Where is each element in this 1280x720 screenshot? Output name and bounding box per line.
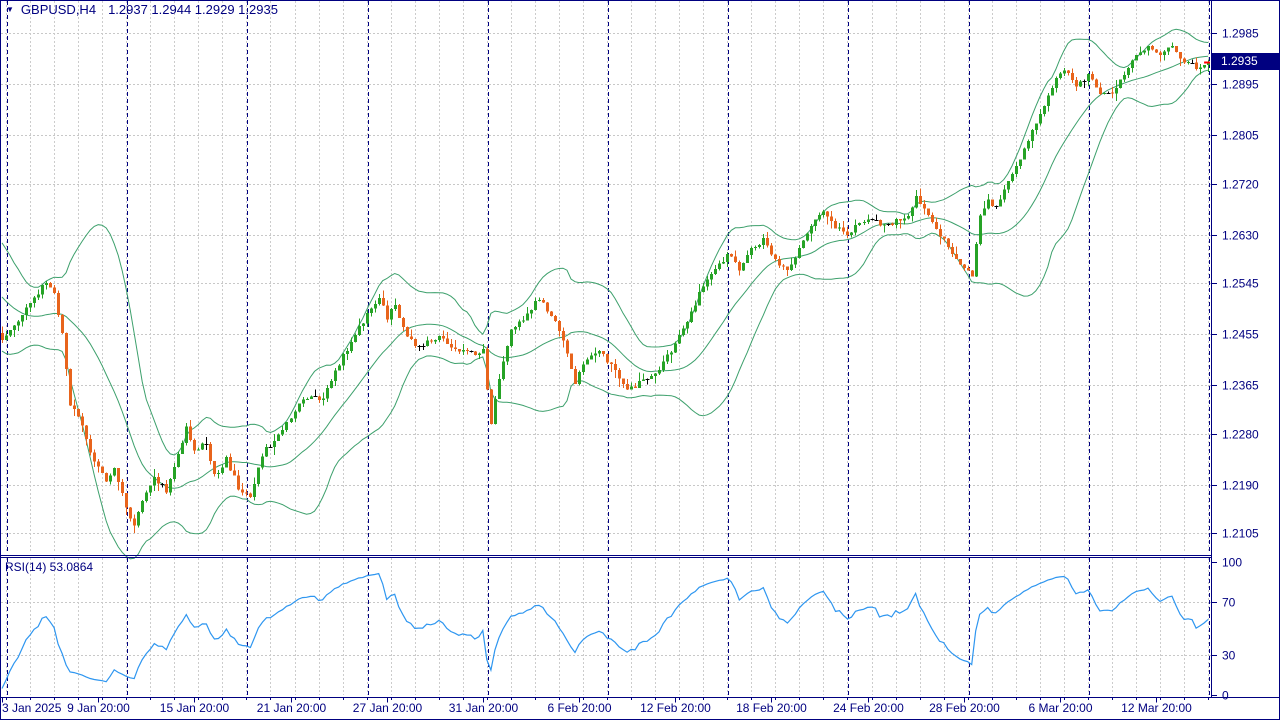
price-axis[interactable] — [1212, 0, 1280, 697]
svg-text:24 Feb 20:00: 24 Feb 20:00 — [833, 701, 904, 715]
svg-text:1.2720: 1.2720 — [1222, 178, 1259, 192]
rsi-pane[interactable] — [1, 558, 1211, 697]
svg-text:1.2455: 1.2455 — [1222, 328, 1259, 342]
chart-title: ▼ GBPUSD,H4 1.2937 1.2944 1.2929 1.2935 — [6, 3, 278, 17]
symbol-marker-icon: ▼ — [6, 5, 14, 14]
svg-text:1.2365: 1.2365 — [1222, 379, 1259, 393]
main-chart-pane[interactable] — [1, 17, 1211, 554]
time-axis[interactable] — [0, 698, 1280, 720]
svg-text:1.2985: 1.2985 — [1222, 27, 1259, 41]
svg-text:28 Feb 20:00: 28 Feb 20:00 — [929, 701, 1000, 715]
svg-text:27 Jan 20:00: 27 Jan 20:00 — [353, 701, 423, 715]
svg-text:12 Feb 20:00: 12 Feb 20:00 — [640, 701, 711, 715]
svg-text:1.2630: 1.2630 — [1222, 229, 1259, 243]
symbol-period-label: GBPUSD,H4 — [20, 2, 97, 17]
svg-text:100: 100 — [1222, 556, 1242, 570]
svg-text:15 Jan 20:00: 15 Jan 20:00 — [160, 701, 230, 715]
svg-text:21 Jan 20:00: 21 Jan 20:00 — [257, 701, 327, 715]
svg-text:70: 70 — [1222, 596, 1236, 610]
svg-text:18 Feb 20:00: 18 Feb 20:00 — [736, 701, 807, 715]
svg-text:6 Feb 20:00: 6 Feb 20:00 — [547, 701, 611, 715]
svg-text:1.2280: 1.2280 — [1222, 428, 1259, 442]
svg-text:9 Jan 20:00: 9 Jan 20:00 — [67, 701, 130, 715]
svg-text:1.2190: 1.2190 — [1222, 479, 1259, 493]
svg-text:6 Mar 20:00: 6 Mar 20:00 — [1028, 701, 1092, 715]
svg-text:1.2895: 1.2895 — [1222, 78, 1259, 92]
svg-text:30: 30 — [1222, 649, 1236, 663]
current-price-tag: 1.2935 — [1212, 53, 1279, 70]
svg-text:1.2545: 1.2545 — [1222, 277, 1259, 291]
svg-text:0: 0 — [1222, 689, 1229, 703]
rsi-indicator-label: RSI(14) 53.0864 — [5, 560, 94, 574]
svg-text:1.2805: 1.2805 — [1222, 129, 1259, 143]
svg-text:31 Jan 20:00: 31 Jan 20:00 — [449, 701, 519, 715]
svg-text:12 Mar 20:00: 12 Mar 20:00 — [1121, 701, 1192, 715]
svg-text:1.2105: 1.2105 — [1222, 527, 1259, 541]
svg-text:3 Jan 2025: 3 Jan 2025 — [2, 701, 62, 715]
ohlc-values: 1.2937 1.2944 1.2929 1.2935 — [108, 2, 278, 17]
